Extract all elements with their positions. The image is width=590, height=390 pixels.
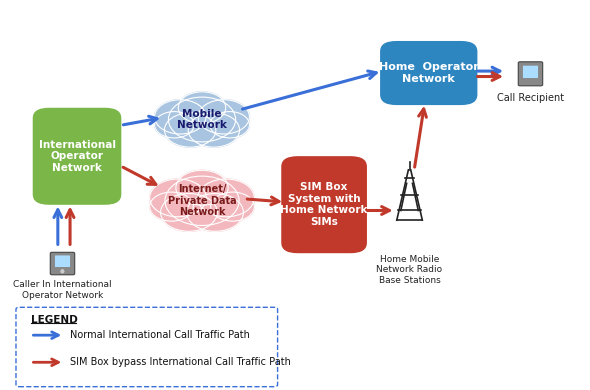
Circle shape (155, 112, 194, 138)
Circle shape (187, 193, 244, 231)
Circle shape (165, 113, 216, 147)
Circle shape (168, 97, 235, 142)
Text: Home Mobile
Network Radio
Base Stations: Home Mobile Network Radio Base Stations (376, 255, 442, 285)
FancyBboxPatch shape (16, 307, 277, 386)
Circle shape (198, 179, 254, 217)
Circle shape (155, 100, 206, 134)
FancyBboxPatch shape (523, 66, 538, 78)
Text: Normal International Call Traffic Path: Normal International Call Traffic Path (70, 330, 250, 340)
Text: Call Recipient: Call Recipient (497, 93, 564, 103)
FancyBboxPatch shape (50, 252, 75, 275)
FancyBboxPatch shape (32, 107, 122, 206)
Circle shape (210, 112, 250, 138)
Circle shape (165, 176, 239, 225)
Circle shape (198, 100, 250, 134)
Circle shape (160, 193, 217, 231)
Text: Home  Operator
Network: Home Operator Network (379, 62, 478, 84)
Circle shape (178, 92, 226, 124)
Circle shape (188, 113, 240, 147)
Text: Internet/
Private Data
Network: Internet/ Private Data Network (168, 184, 237, 217)
Text: ●: ● (60, 269, 65, 274)
Text: Caller In International
Operator Network: Caller In International Operator Network (13, 280, 112, 300)
Circle shape (150, 179, 206, 217)
Text: SIM Box bypass International Call Traffic Path: SIM Box bypass International Call Traffi… (70, 357, 291, 367)
Circle shape (211, 192, 254, 221)
FancyBboxPatch shape (55, 255, 70, 267)
Circle shape (176, 170, 228, 205)
Text: LEGEND: LEGEND (31, 315, 77, 325)
Text: Mobile
Network: Mobile Network (177, 109, 227, 130)
Text: SIM Box
System with
Home Network
SIMs: SIM Box System with Home Network SIMs (280, 182, 368, 227)
FancyBboxPatch shape (518, 62, 543, 86)
Circle shape (150, 192, 194, 221)
FancyBboxPatch shape (280, 155, 368, 254)
FancyBboxPatch shape (379, 40, 478, 106)
Text: International
Operator
Network: International Operator Network (38, 140, 116, 173)
